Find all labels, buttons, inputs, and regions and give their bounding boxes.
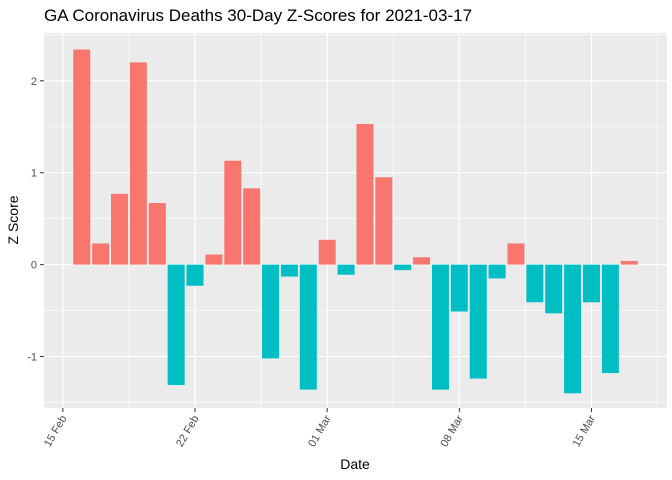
bar-2021-02-25 bbox=[243, 188, 261, 265]
bar-2021-03-02 bbox=[337, 264, 355, 275]
x-axis: 15 Feb 22 Feb 01 Mar 08 Mar 15 Mar bbox=[42, 408, 598, 449]
bar-2021-03-04 bbox=[375, 177, 393, 265]
bar-2021-03-13 bbox=[545, 264, 563, 314]
bar-2021-03-15 bbox=[582, 264, 600, 303]
bar-2021-02-18 bbox=[111, 193, 129, 265]
chart-title: GA Coronavirus Deaths 30-Day Z-Scores fo… bbox=[44, 6, 473, 25]
bar-2021-02-26 bbox=[262, 264, 280, 359]
bar-2021-03-03 bbox=[356, 123, 374, 265]
major-gridlines bbox=[44, 33, 667, 408]
bar-2021-02-27 bbox=[280, 264, 298, 277]
minor-gridlines bbox=[44, 33, 667, 408]
y-axis-title: Z Score bbox=[5, 195, 21, 244]
bar-2021-03-10 bbox=[488, 264, 506, 279]
x-tick-label: 15 Feb bbox=[42, 414, 70, 450]
bar-2021-03-14 bbox=[564, 264, 582, 394]
bars bbox=[73, 49, 638, 394]
x-tick-label: 01 Mar bbox=[306, 413, 334, 449]
bar-2021-02-23 bbox=[205, 254, 223, 265]
bar-2021-02-19 bbox=[129, 62, 147, 265]
bar-2021-02-17 bbox=[92, 243, 110, 265]
bar-2021-03-05 bbox=[394, 264, 412, 271]
x-tick-label: 15 Mar bbox=[571, 413, 599, 449]
bar-2021-03-16 bbox=[601, 264, 619, 374]
x-tick-label: 08 Mar bbox=[438, 413, 466, 449]
bar-2021-02-24 bbox=[224, 160, 242, 265]
y-axis: -1 0 1 2 bbox=[27, 76, 44, 364]
y-tick-label: 0 bbox=[31, 260, 37, 272]
bar-2021-03-12 bbox=[526, 264, 544, 303]
bar-2021-02-20 bbox=[148, 203, 166, 265]
bar-2021-03-06 bbox=[413, 257, 431, 265]
bar-2021-03-09 bbox=[469, 264, 487, 379]
plot-panel bbox=[44, 33, 667, 408]
bar-2021-03-07 bbox=[431, 264, 449, 390]
y-tick-label: 2 bbox=[31, 76, 37, 88]
bar-2021-03-11 bbox=[507, 243, 525, 265]
bar-2021-02-22 bbox=[186, 264, 204, 286]
bar-2021-02-28 bbox=[299, 264, 317, 390]
bar-2021-03-17 bbox=[620, 260, 638, 265]
x-axis-title: Date bbox=[340, 456, 370, 472]
bar-2021-03-01 bbox=[318, 239, 336, 265]
x-tick-label: 22 Feb bbox=[174, 414, 202, 450]
bar-2021-03-08 bbox=[450, 264, 468, 312]
y-tick-label: 1 bbox=[31, 168, 37, 180]
y-tick-label: -1 bbox=[27, 352, 37, 364]
bar-2021-02-16 bbox=[73, 49, 91, 265]
bar-2021-02-21 bbox=[167, 264, 185, 386]
